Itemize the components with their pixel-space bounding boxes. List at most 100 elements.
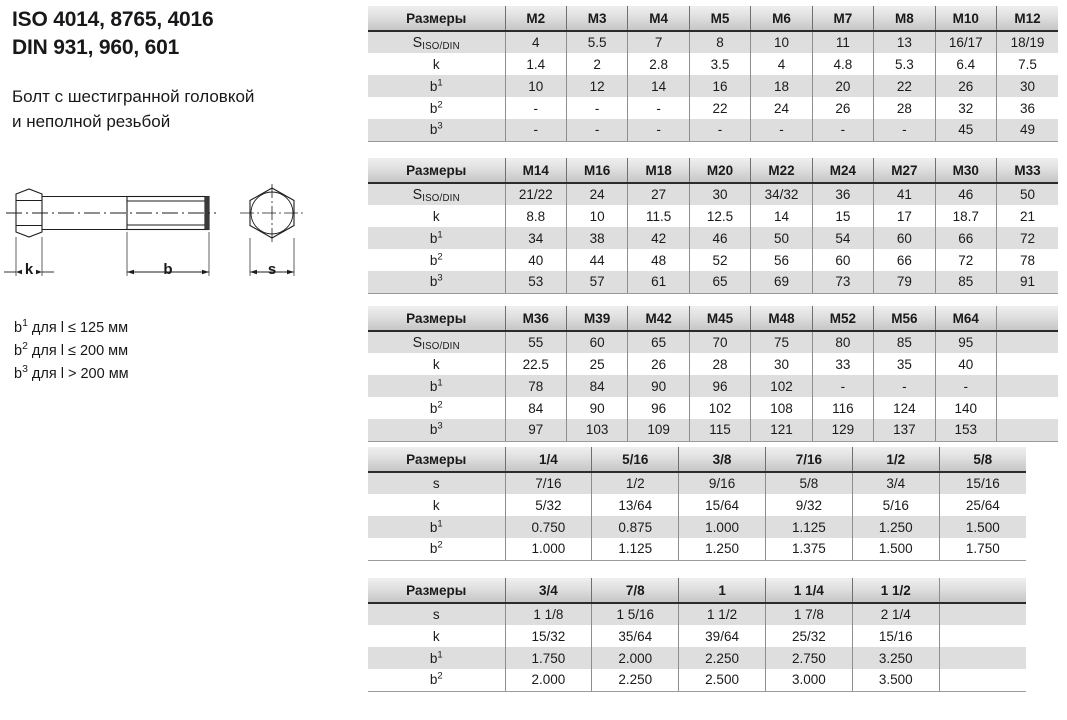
- standards-line-din: DIN 931, 960, 601: [12, 35, 180, 59]
- cell-1-0: 8.8: [504, 205, 567, 227]
- row-label: b1: [368, 375, 505, 397]
- column-header-1: M16: [565, 158, 628, 184]
- cell-3-2: 2.500: [678, 669, 766, 692]
- cell-1-6: 35: [873, 353, 936, 375]
- cell-empty: [938, 669, 1026, 692]
- column-header-1: 5/16: [591, 447, 679, 473]
- cell-2-4: 102: [750, 375, 813, 397]
- spec-table-metric-m36-m64: Размеры M36 M39 M42 M45 M48 M52 M56 M64 SISO/DIN 5…: [368, 306, 1058, 442]
- row-label: b2: [368, 669, 505, 692]
- cell-2-1: 84: [565, 375, 628, 397]
- table-row: SISO/DIN 55 60 65 70 75 80 85 95: [368, 331, 1058, 353]
- cell-1-7: 18.7: [934, 205, 997, 227]
- cell-0-2: 65: [627, 331, 690, 353]
- table-row: k 8.8 10 11.5 12.5 14 15 17 18.7 21: [368, 205, 1058, 227]
- table-header-row: Размеры 1/4 5/16 3/8 7/16 1/2 5/8: [368, 447, 1026, 473]
- cell-1-1: 25: [565, 353, 628, 375]
- cell-4-8: 49: [996, 119, 1058, 142]
- column-header-empty: [938, 578, 1026, 604]
- cell-4-7: 153: [934, 419, 997, 442]
- cell-3-2: -: [627, 97, 690, 119]
- cell-3-7: 140: [934, 397, 997, 419]
- cell-1-4: 30: [750, 353, 813, 375]
- column-header-5: M7: [811, 6, 874, 32]
- cell-1-5: 25/64: [938, 494, 1026, 516]
- cell-empty: [938, 625, 1026, 647]
- cell-2-3: 1.125: [764, 516, 853, 538]
- table-row: k 1.4 2 2.8 3.5 4 4.8 5.3 6.4 7.5: [368, 53, 1058, 75]
- cell-0-4: 10: [750, 31, 813, 53]
- product-info-panel: ISO 4014, 8765, 4016 DIN 931, 960, 601 Б…: [12, 6, 362, 406]
- cell-0-0: 1 1/8: [504, 603, 592, 625]
- cell-4-7: 45: [934, 119, 997, 142]
- column-header-label: Размеры: [368, 447, 505, 473]
- cell-0-3: 1 7/8: [764, 603, 853, 625]
- table-imperial-three-quarters-to-one-and-half: Размеры 3/4 7/8 1 1 1/4 1 1/2 s 1 1/8 1 5/16 1 1/…: [368, 578, 1026, 692]
- cell-2-5: -: [811, 375, 874, 397]
- cell-1-2: 26: [627, 353, 690, 375]
- row-label: b2: [368, 97, 505, 119]
- cell-2-1: 12: [565, 75, 628, 97]
- cell-0-3: 70: [688, 331, 751, 353]
- row-label: s: [368, 603, 505, 625]
- cell-4-2: 61: [627, 271, 690, 294]
- cell-1-8: 7.5: [996, 53, 1058, 75]
- cell-1-7: 6.4: [934, 53, 997, 75]
- cell-0-5: 36: [811, 183, 874, 205]
- column-header-7: M10: [934, 6, 997, 32]
- cell-2-3: 16: [688, 75, 751, 97]
- cell-2-0: 34: [504, 227, 567, 249]
- cell-4-6: 137: [873, 419, 936, 442]
- arrow-s-right: [287, 269, 294, 275]
- column-header-2: 1: [678, 578, 766, 604]
- cell-4-7: 85: [934, 271, 997, 294]
- cell-3-3: 102: [688, 397, 751, 419]
- table-metric-m2-m12: Размеры M2 M3 M4 M5 M6 M7 M8 M10 M12 SISO/DIN 4 5.5 7…: [368, 6, 1058, 142]
- footnote-2: b2 для l ≤ 200 мм: [14, 340, 129, 359]
- table-imperial-quarter-to-five-eighths: Размеры 1/4 5/16 3/8 7/16 1/2 5/8 s 7/16 1/2 9/16 5…: [368, 447, 1026, 561]
- cell-3-8: 36: [996, 97, 1058, 119]
- footnote-3: b3 для l > 200 мм: [14, 363, 129, 382]
- cell-empty: [996, 353, 1058, 375]
- cell-3-0: 40: [504, 249, 567, 271]
- cell-0-1: 60: [565, 331, 628, 353]
- cell-1-5: 33: [811, 353, 874, 375]
- cell-0-0: 21/22: [504, 183, 567, 205]
- cell-3-3: 3.000: [764, 669, 853, 692]
- row-label: b2: [368, 249, 505, 271]
- cell-0-4: 75: [750, 331, 813, 353]
- row-label: k: [368, 53, 505, 75]
- product-description: Болт с шестигранной головкой и неполной …: [12, 85, 362, 134]
- table-row: b2- - -22 24 26 28 32 36: [368, 97, 1058, 119]
- cell-4-3: 115: [688, 419, 751, 442]
- cell-1-4: 15/16: [851, 625, 940, 647]
- column-header-6: M8: [873, 6, 936, 32]
- cell-1-7: 40: [934, 353, 997, 375]
- row-label: s: [368, 472, 505, 494]
- cell-3-4: 3.500: [851, 669, 940, 692]
- column-header-label: Размеры: [368, 6, 505, 32]
- column-header-5: M24: [811, 158, 874, 184]
- row-label: SISO/DIN: [368, 183, 505, 205]
- row-label: b1: [368, 516, 505, 538]
- row-label: b1: [368, 75, 505, 97]
- bolt-end-face: [205, 196, 209, 230]
- cell-2-5: 20: [811, 75, 874, 97]
- cell-2-4: 3.250: [851, 647, 940, 669]
- column-header-1: 7/8: [591, 578, 679, 604]
- cell-2-2: 2.250: [678, 647, 766, 669]
- column-header-7: M30: [934, 158, 997, 184]
- cell-4-4: -: [750, 119, 813, 142]
- cell-4-1: -: [565, 119, 628, 142]
- column-header-3: M20: [688, 158, 751, 184]
- cell-2-3: 46: [688, 227, 751, 249]
- cell-2-1: 38: [565, 227, 628, 249]
- cell-3-0: -: [504, 97, 567, 119]
- cell-0-1: 1/2: [591, 472, 679, 494]
- cell-0-7: 95: [934, 331, 997, 353]
- dim-label-b: b: [163, 261, 172, 278]
- cell-3-5: 116: [811, 397, 874, 419]
- column-header-2: M18: [627, 158, 690, 184]
- column-header-2: M4: [627, 6, 690, 32]
- cell-0-1: 5.5: [565, 31, 628, 53]
